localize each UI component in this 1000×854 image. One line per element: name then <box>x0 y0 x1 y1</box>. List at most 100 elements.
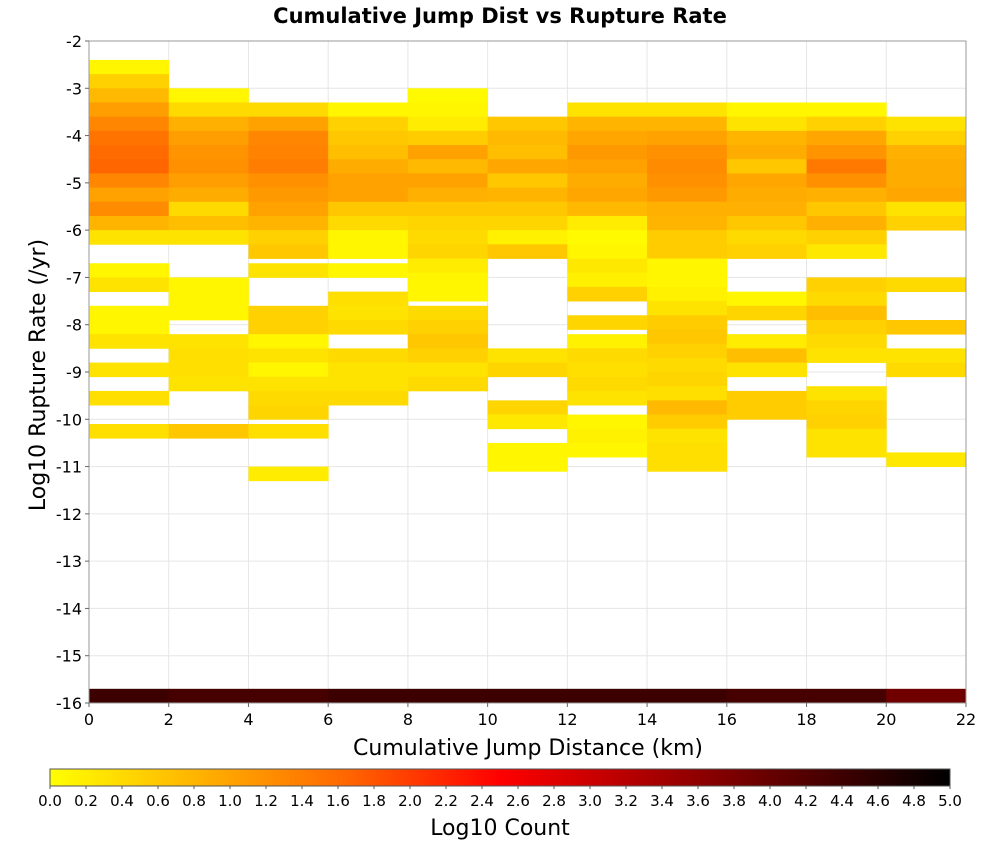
heatmap-cell <box>886 130 967 146</box>
y-tick-label: -5 <box>66 174 82 193</box>
heatmap-cell <box>407 272 489 288</box>
heatmap-cell <box>647 428 728 444</box>
heatmap-cell <box>407 130 489 146</box>
heatmap-cell <box>726 173 807 188</box>
heatmap-cell <box>487 116 568 132</box>
heatmap-cell <box>647 258 728 274</box>
heatmap-cell <box>647 414 728 430</box>
heatmap-cell <box>567 414 648 430</box>
heatmap-cell <box>567 315 648 330</box>
heatmap-cell <box>168 187 249 203</box>
heatmap-cell <box>726 291 807 307</box>
heatmap-cell <box>567 390 648 406</box>
heatmap-cell <box>168 173 249 188</box>
y-tick-label: -12 <box>56 505 82 524</box>
heatmap-cell <box>567 145 648 160</box>
colorbar-tick-label: 1.4 <box>290 792 314 810</box>
heatmap-cell <box>168 291 249 307</box>
heatmap-cell <box>886 277 967 293</box>
heatmap-cell <box>328 305 409 321</box>
heatmap-cell <box>407 688 489 704</box>
heatmap-cell <box>726 244 807 259</box>
colorbar-tick-label: 1.6 <box>326 792 350 810</box>
heatmap-cell <box>806 442 887 458</box>
heatmap-cell <box>487 457 568 472</box>
heatmap-cell <box>89 173 170 188</box>
heatmap-cell <box>647 145 728 160</box>
heatmap-cell <box>168 376 249 392</box>
heatmap-cell <box>487 130 568 146</box>
heatmap-cell <box>168 116 249 132</box>
heatmap-cell <box>567 215 648 231</box>
heatmap-cell <box>487 230 568 245</box>
heatmap-cell <box>647 286 728 302</box>
heatmap-cell <box>89 74 170 89</box>
heatmap-cell <box>328 348 409 363</box>
heatmap-cell <box>726 405 807 420</box>
heatmap-cell <box>726 102 807 118</box>
heatmap-cell <box>886 215 967 231</box>
heatmap-cell <box>647 357 728 373</box>
heatmap-cell <box>886 187 967 203</box>
heatmap-cell <box>806 277 887 293</box>
y-tick-label: -9 <box>66 363 82 382</box>
heatmap-cell <box>407 201 489 217</box>
heatmap-cell <box>806 688 887 704</box>
heatmap-cell <box>567 442 648 458</box>
colorbar-tick-label: 5.0 <box>938 792 962 810</box>
heatmap-cell <box>89 201 170 217</box>
heatmap-cell <box>886 116 967 132</box>
heatmap-cell <box>487 414 568 430</box>
heatmap-cell <box>647 230 728 245</box>
colorbar-tick-label: 0.8 <box>182 792 206 810</box>
heatmap-cell <box>248 230 329 245</box>
heatmap-cell <box>886 145 967 160</box>
heatmap-cell <box>248 376 329 392</box>
colorbar-tick-label: 2.2 <box>434 792 458 810</box>
heatmap-cell <box>248 466 329 482</box>
x-axis-label: Cumulative Jump Distance (km) <box>353 736 703 761</box>
colorbar-tick-label: 2.0 <box>398 792 422 810</box>
colorbar-tick-label: 2.4 <box>470 792 494 810</box>
heatmap-cell <box>168 334 249 349</box>
heatmap-cell <box>248 305 329 321</box>
heatmap-cell <box>647 343 728 359</box>
heatmap-cell <box>328 390 409 406</box>
heatmap-cell <box>407 319 489 335</box>
colorbar-ticks: 0.0 0.2 0.4 0.6 0.8 1.0 1.2 1.4 1.6 1.8 2.0 2.2 2.4 2… <box>38 786 962 810</box>
heatmap-cell <box>407 173 489 188</box>
heatmap-cell <box>407 88 489 103</box>
heatmap-cell <box>328 201 409 217</box>
heatmap-cell <box>886 159 967 174</box>
colorbar-tick-label: 0.0 <box>38 792 62 810</box>
heatmap-cell <box>248 348 329 363</box>
heatmap-cell <box>806 305 887 321</box>
heatmap-cell <box>886 452 967 467</box>
heatmap-cell <box>647 130 728 146</box>
heatmap-cell <box>248 688 329 704</box>
heatmap-cell <box>647 187 728 203</box>
colorbar-tick-label: 3.8 <box>722 792 746 810</box>
heatmap-cell <box>647 173 728 188</box>
heatmap-cell <box>806 201 887 217</box>
heatmap-cell <box>407 215 489 231</box>
heatmap-cell <box>168 88 249 103</box>
heatmap-cell <box>726 305 807 321</box>
heatmap-cell <box>726 334 807 349</box>
x-tick-label: 6 <box>323 710 333 729</box>
heatmap-cell <box>328 159 409 174</box>
heatmap-cell <box>89 88 170 103</box>
heatmap-cell <box>647 329 728 345</box>
heatmap-cell <box>168 305 249 321</box>
heatmap-cell <box>248 390 329 406</box>
y-tick-label: -3 <box>66 79 82 98</box>
y-tick-label: -13 <box>56 552 82 571</box>
heatmap-cell <box>487 145 568 160</box>
heatmap-cell <box>89 59 170 75</box>
heatmap-cell <box>407 102 489 118</box>
x-tick-label: 8 <box>403 710 413 729</box>
heatmap-cell <box>487 688 568 704</box>
heatmap-cell <box>806 244 887 259</box>
heatmap-cell <box>487 442 568 458</box>
colorbar-tick-label: 4.2 <box>794 792 818 810</box>
